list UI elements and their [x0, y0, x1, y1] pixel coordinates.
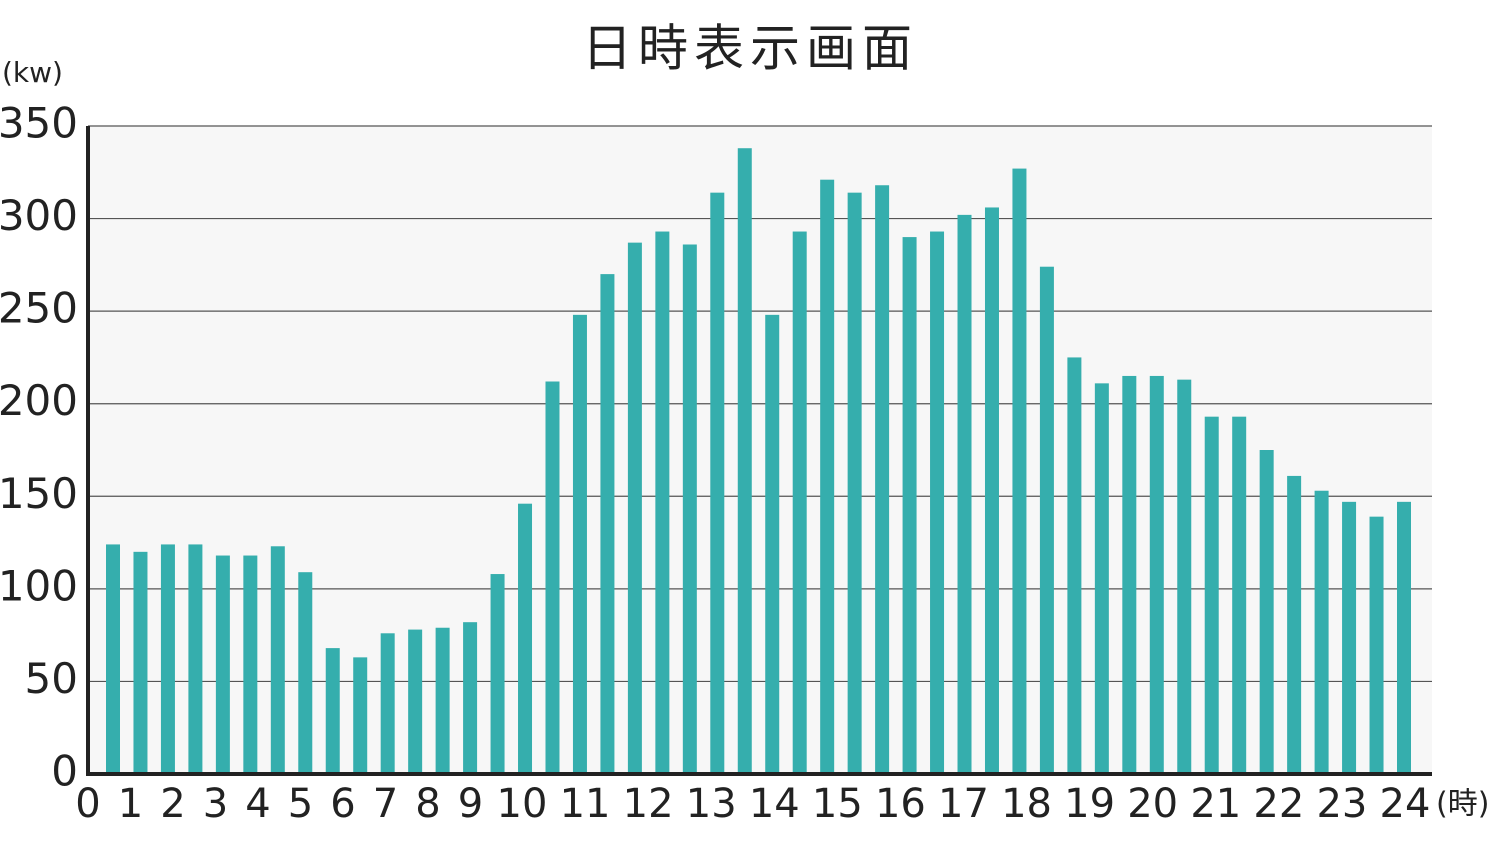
bar: [710, 192, 725, 774]
bar: [957, 214, 972, 774]
bar: [1397, 501, 1411, 774]
bar: [545, 381, 560, 774]
bar: [353, 657, 368, 774]
x-tick-label: 11: [560, 781, 611, 827]
bar: [875, 185, 890, 774]
bar: [1204, 416, 1219, 774]
x-tick-label: 7: [373, 781, 398, 827]
y-tick-label: 300: [0, 191, 78, 240]
bar: [518, 503, 533, 774]
x-tick-label: 14: [749, 781, 800, 827]
plot-background: [88, 126, 1432, 774]
bar: [765, 314, 780, 774]
y-tick-label: 150: [0, 469, 78, 518]
bar: [463, 622, 478, 774]
chart-title: 日時表示画面: [582, 20, 918, 78]
x-tick-label: 2: [160, 781, 185, 827]
x-tick-label: 4: [245, 781, 270, 827]
x-tick-label: 8: [415, 781, 440, 827]
x-tick-label: 15: [812, 781, 863, 827]
bar: [490, 574, 505, 774]
x-tick-label: 1: [118, 781, 143, 827]
x-tick-label: 0: [75, 781, 100, 827]
bar: [600, 274, 615, 774]
bar: [984, 207, 999, 774]
y-tick-label: 200: [0, 376, 78, 425]
x-tick-label: 17: [938, 781, 989, 827]
bar: [655, 231, 670, 774]
bar: [1232, 416, 1247, 774]
bar: [160, 544, 175, 774]
x-tick-label: 21: [1190, 781, 1241, 827]
bar: [435, 627, 450, 774]
x-axis-label: (時): [1436, 787, 1489, 822]
bar: [902, 237, 917, 775]
bar: [1287, 475, 1302, 774]
bar: [1094, 383, 1109, 774]
y-tick-label: 100: [0, 561, 78, 610]
bar: [820, 179, 835, 775]
y-tick-label: 350: [0, 99, 78, 148]
bar: [682, 244, 697, 774]
x-tick-label: 13: [686, 781, 737, 827]
bar: [188, 544, 203, 774]
bar: [627, 242, 642, 774]
bar: [243, 555, 258, 774]
bar: [1259, 450, 1274, 774]
bar: [572, 314, 587, 774]
x-tick-label: 20: [1127, 781, 1178, 827]
bar: [1177, 379, 1192, 774]
y-axis-label: (kw): [2, 56, 63, 89]
x-tick-label: 22: [1253, 781, 1304, 827]
bar: [215, 555, 230, 774]
bar: [325, 648, 340, 774]
bar: [1067, 357, 1082, 774]
bar: [298, 572, 313, 774]
x-tick-label: 24: [1380, 781, 1431, 827]
bar: [133, 551, 148, 774]
bar: [1012, 168, 1027, 774]
x-tick-label: 19: [1064, 781, 1115, 827]
x-tick-label: 16: [875, 781, 926, 827]
bar: [106, 544, 120, 774]
bar: [408, 629, 423, 774]
bar: [1122, 375, 1137, 774]
x-tick-label: 6: [330, 781, 355, 827]
bar: [847, 192, 862, 774]
bar: [930, 231, 945, 774]
bar: [737, 148, 752, 774]
x-tick-label: 18: [1001, 781, 1052, 827]
y-tick-label: 250: [0, 284, 78, 333]
bar: [1039, 266, 1054, 774]
bar: [380, 633, 395, 774]
bar: [1149, 375, 1164, 774]
bar: [792, 231, 807, 774]
bar: [1369, 516, 1384, 774]
x-tick-label: 10: [497, 781, 548, 827]
bar: [1342, 501, 1357, 774]
x-tick-label: 5: [288, 781, 313, 827]
x-tick-label: 23: [1316, 781, 1367, 827]
y-tick-label: 0: [51, 747, 78, 796]
x-tick-label: 12: [623, 781, 674, 827]
x-tick-label: 3: [203, 781, 228, 827]
x-tick-label: 9: [458, 781, 483, 827]
bar: [270, 546, 285, 774]
bar: [1314, 490, 1329, 774]
y-tick-label: 50: [25, 654, 78, 703]
